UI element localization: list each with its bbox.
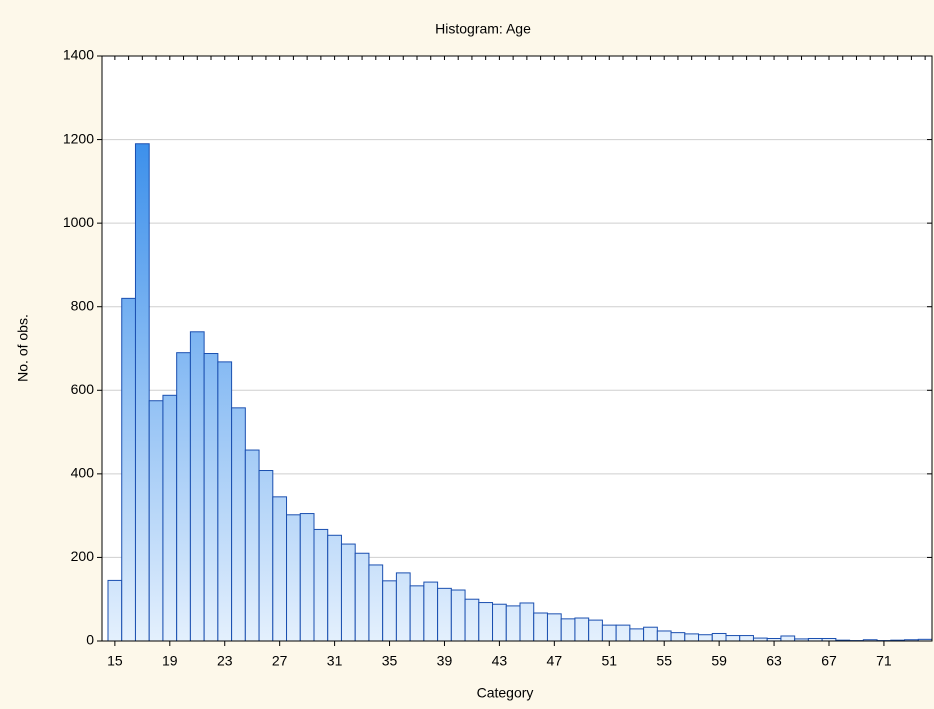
bar <box>519 602 535 642</box>
bar <box>643 626 658 642</box>
x-tick-label: 59 <box>711 653 727 669</box>
bar <box>354 552 370 642</box>
bar <box>313 528 329 642</box>
y-tick-label: 1000 <box>63 214 94 230</box>
bar <box>739 635 754 642</box>
bar <box>437 587 452 642</box>
bar <box>780 635 796 642</box>
bar <box>258 470 274 642</box>
bar <box>162 394 178 642</box>
y-tick-label: 200 <box>71 548 95 564</box>
x-tick-label: 63 <box>766 653 782 669</box>
chart-title: Histogram: Age <box>435 21 531 37</box>
x-axis-label: Category <box>477 685 534 701</box>
bar <box>368 564 384 642</box>
bar <box>189 331 205 642</box>
x-tick-label: 55 <box>656 653 672 669</box>
bar <box>615 624 631 642</box>
x-tick-label: 51 <box>601 653 617 669</box>
bar <box>656 630 672 642</box>
x-tick-label: 71 <box>876 653 892 669</box>
bar <box>698 634 713 642</box>
bar <box>588 619 603 642</box>
bar <box>231 407 246 642</box>
bar <box>327 534 342 642</box>
bar <box>134 143 150 642</box>
bar <box>340 543 356 642</box>
bar <box>464 598 480 642</box>
bar <box>505 605 521 642</box>
bar <box>450 589 466 642</box>
y-tick-label: 1200 <box>63 130 94 146</box>
bar <box>533 612 548 642</box>
bar <box>492 603 507 642</box>
bar <box>176 352 191 642</box>
bar <box>423 581 439 642</box>
y-tick-label: 0 <box>86 632 94 648</box>
x-tick-label: 23 <box>217 653 233 669</box>
bar <box>601 624 617 642</box>
bar <box>546 613 562 642</box>
y-tick-label: 1400 <box>63 47 94 63</box>
x-tick-label: 47 <box>547 653 563 669</box>
bar <box>148 400 164 642</box>
bar <box>395 572 411 642</box>
x-tick-label: 35 <box>382 653 398 669</box>
y-tick-label: 800 <box>71 297 95 313</box>
bar <box>478 602 494 642</box>
bar <box>272 496 288 642</box>
y-tick-label: 400 <box>71 465 95 481</box>
y-tick-label: 600 <box>71 381 95 397</box>
bar <box>382 580 397 642</box>
x-tick-label: 39 <box>437 653 453 669</box>
x-tick-label: 27 <box>272 653 288 669</box>
x-tick-label: 31 <box>327 653 343 669</box>
bar <box>629 628 645 642</box>
bar <box>560 618 576 642</box>
plot-frame <box>101 55 933 642</box>
x-tick-label: 15 <box>107 653 123 669</box>
bar <box>299 513 315 642</box>
bar <box>286 514 301 642</box>
bar <box>203 353 219 642</box>
bar <box>725 635 741 642</box>
bar <box>217 361 233 642</box>
x-tick-label: 67 <box>821 653 837 669</box>
bar <box>670 632 686 642</box>
bar <box>121 297 136 642</box>
bar <box>107 579 123 642</box>
bar <box>409 585 425 642</box>
x-tick-label: 19 <box>162 653 178 669</box>
y-axis-label: No. of obs. <box>15 314 31 382</box>
bar <box>244 449 260 642</box>
bar <box>574 617 590 642</box>
x-tick-label: 43 <box>492 653 508 669</box>
bar <box>684 633 700 642</box>
bar <box>711 632 727 642</box>
